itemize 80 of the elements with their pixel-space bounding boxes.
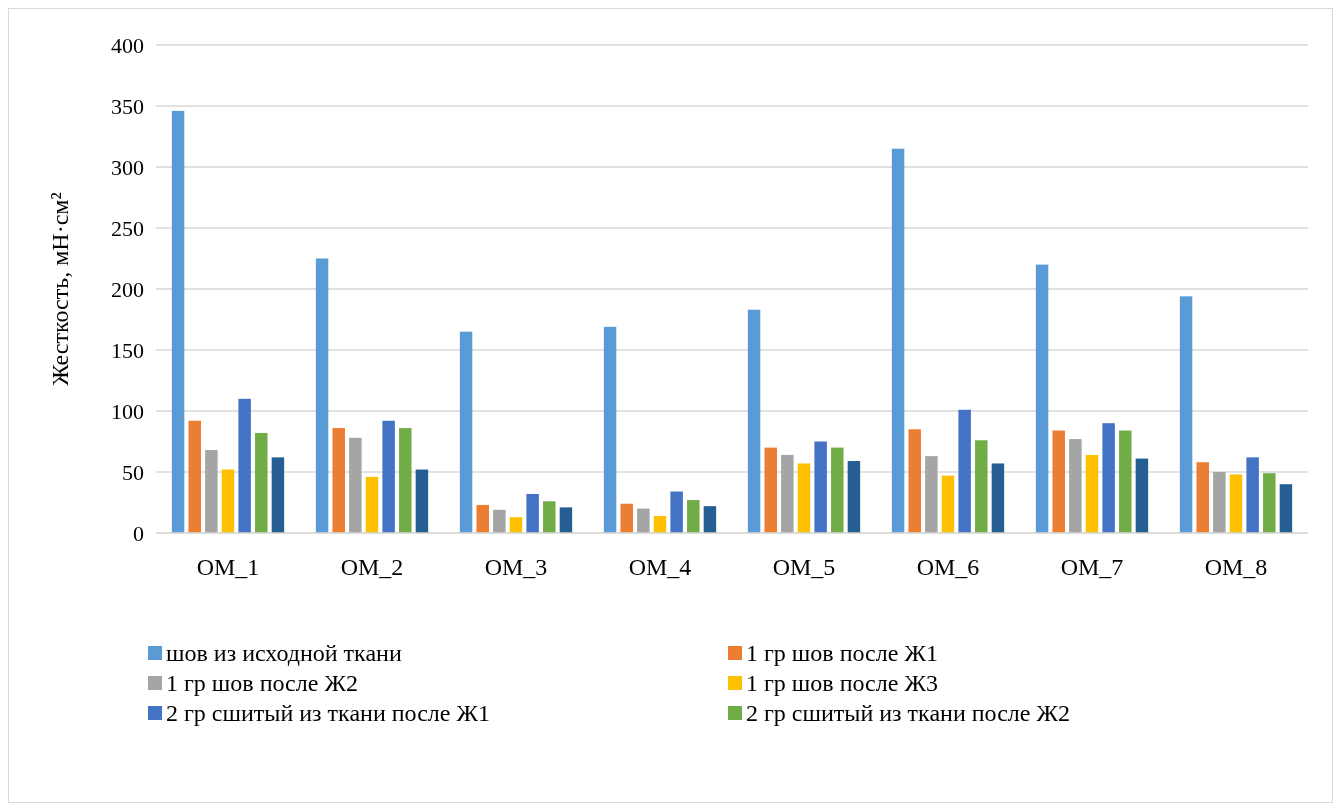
y-tick-label: 200 <box>111 276 144 302</box>
y-tick-label: 250 <box>111 215 144 241</box>
bar <box>670 491 683 533</box>
bar <box>831 447 844 533</box>
bar <box>781 454 794 533</box>
bar <box>653 515 667 533</box>
legend-label: 1 гр шов после Ж3 <box>746 670 938 697</box>
bar <box>603 326 617 533</box>
bar <box>1119 430 1132 533</box>
bar <box>1213 472 1226 533</box>
bar <box>221 469 235 533</box>
bar <box>459 331 473 533</box>
bar <box>526 493 539 533</box>
legend-label: 2 гр сшитый из ткани после Ж2 <box>746 700 1070 727</box>
bar <box>687 500 700 533</box>
legend-label: 2 гр сшитый из ткани после Ж1 <box>166 700 490 727</box>
x-tick-label: ОМ_3 <box>484 554 548 580</box>
bar <box>543 501 556 533</box>
bar <box>1135 458 1149 533</box>
bar <box>271 457 285 533</box>
bar <box>188 420 201 533</box>
y-tick-label: 300 <box>111 154 144 180</box>
bar <box>315 258 329 533</box>
bar <box>476 504 489 533</box>
x-tick-label: ОМ_1 <box>196 554 260 580</box>
bar <box>349 437 362 533</box>
y-tick-label: 150 <box>111 337 144 363</box>
bar <box>1052 430 1065 533</box>
bar <box>925 456 938 533</box>
bar <box>991 463 1005 533</box>
bar <box>958 409 971 533</box>
bar <box>1069 439 1082 533</box>
y-tick-label: 100 <box>111 398 144 424</box>
x-tick-label: ОМ_5 <box>772 554 836 580</box>
bar <box>1179 296 1193 533</box>
x-tick-label: ОМ_4 <box>628 554 692 580</box>
legend-label: 1 гр шов после Ж1 <box>746 640 938 667</box>
bar <box>255 432 268 533</box>
bar <box>1102 423 1115 533</box>
y-tick-label: 400 <box>111 32 144 58</box>
x-tick-label: ОМ_7 <box>1060 554 1124 580</box>
bar <box>1035 264 1049 533</box>
bar <box>747 309 761 533</box>
bar <box>332 428 345 533</box>
bar <box>1263 473 1276 533</box>
y-tick-label: 350 <box>111 93 144 119</box>
x-tick-label: ОМ_6 <box>916 554 980 580</box>
bar <box>975 440 988 533</box>
bar <box>238 398 251 533</box>
bar <box>847 461 861 533</box>
bar <box>171 110 185 533</box>
y-tick-label: 0 <box>133 520 144 546</box>
bar <box>365 476 379 533</box>
bar <box>1246 457 1259 533</box>
bar <box>509 517 523 533</box>
bar <box>1279 484 1293 533</box>
bar <box>703 506 717 533</box>
x-tick-label: ОМ_2 <box>340 554 404 580</box>
legend-label: шов из исходной ткани <box>166 640 402 667</box>
bar <box>382 420 395 533</box>
bar <box>205 450 218 533</box>
x-tick-label: ОМ_8 <box>1204 554 1268 580</box>
y-axis-title: Жесткость, мН·см² <box>47 192 73 386</box>
bar <box>891 148 905 533</box>
y-tick-label: 50 <box>122 459 144 485</box>
legend-label: 1 гр шов после Ж2 <box>166 670 358 697</box>
bar <box>637 508 650 533</box>
bar <box>1196 462 1209 533</box>
bar <box>941 475 955 533</box>
bar <box>797 463 811 533</box>
bar <box>908 429 921 533</box>
bar <box>559 507 573 533</box>
bar <box>415 469 429 533</box>
bar <box>764 447 777 533</box>
bar <box>814 441 827 533</box>
bar <box>493 509 506 533</box>
bar <box>1229 474 1243 533</box>
bar <box>399 428 412 533</box>
bar <box>620 503 633 533</box>
bar <box>1085 454 1099 533</box>
